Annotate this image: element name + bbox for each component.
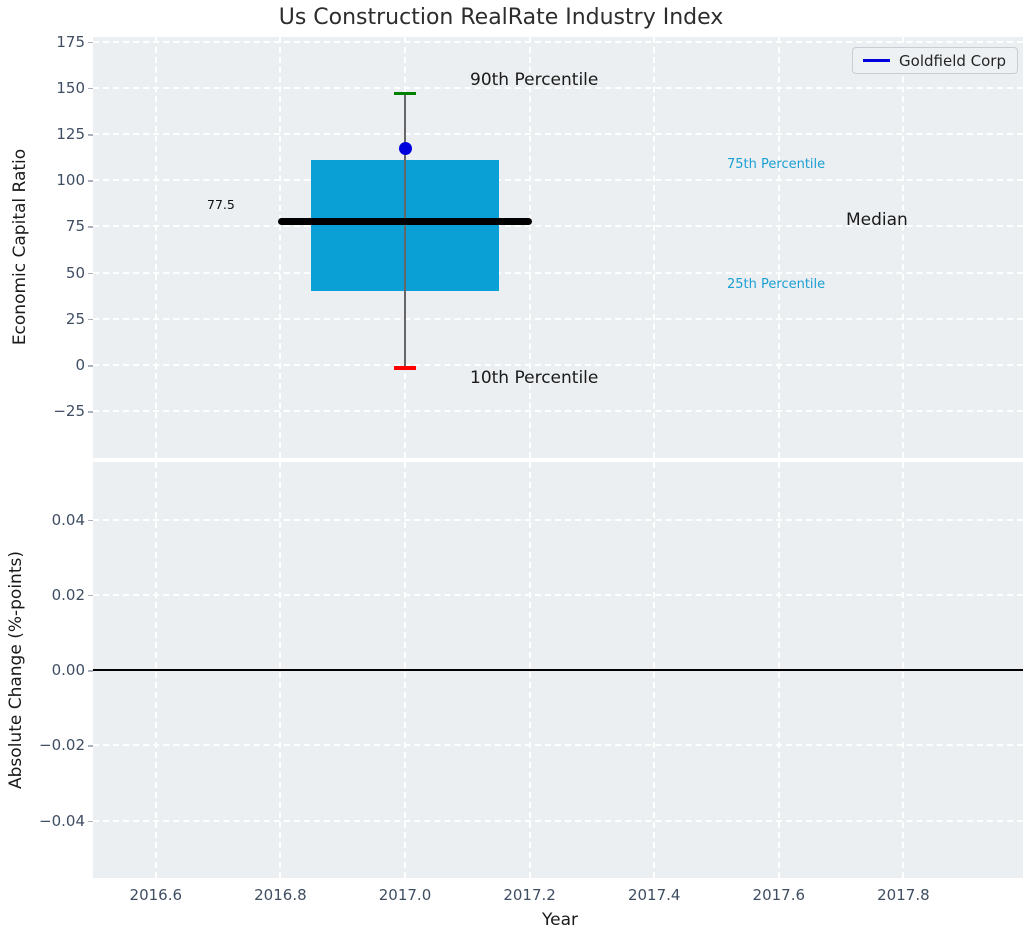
y-tick-mark: [88, 41, 93, 44]
y-tick-mark: [88, 820, 93, 822]
y-tick-label: 0: [75, 356, 85, 374]
y-tick-label: 0.04: [51, 510, 85, 529]
x-tick-label: 2017.0: [378, 886, 432, 904]
gridline-vertical: [154, 37, 157, 458]
y-tick-mark: [88, 87, 93, 90]
y-axis-label-bottom: Absolute Change (%-points): [6, 551, 26, 789]
whisker-line: [404, 93, 406, 368]
x-axis-label: Year: [542, 910, 578, 930]
y-tick-label: −0.02: [39, 736, 85, 755]
annotation-median-value: 77.5: [207, 197, 235, 212]
x-tick-label: 2016.6: [129, 886, 183, 904]
y-tick-mark: [88, 272, 93, 275]
annotation-median: Median: [846, 210, 908, 230]
gridline-vertical: [777, 37, 780, 458]
y-tick-label: −0.04: [39, 811, 85, 830]
y-tick-label: 0.00: [51, 661, 85, 679]
y-tick-mark: [88, 180, 93, 182]
y-tick-mark: [88, 594, 93, 597]
bottom-panel-absolute-change: [93, 462, 1023, 878]
gridline-horizontal: [93, 40, 1023, 43]
gridline-horizontal: [93, 86, 1023, 89]
y-tick-label: 0.02: [51, 585, 85, 604]
y-tick-label: 125: [56, 125, 85, 144]
y-tick-label: −25: [53, 402, 85, 421]
y-tick-mark: [88, 134, 93, 136]
y-tick-mark: [88, 670, 93, 672]
gridline-horizontal: [93, 179, 1023, 182]
y-tick-mark: [88, 318, 93, 321]
y-tick-label: 50: [65, 263, 85, 282]
company-marker-dot: [398, 142, 412, 156]
y-tick-mark: [88, 745, 93, 747]
y-tick-mark: [88, 519, 93, 521]
gridline-horizontal: [93, 593, 1023, 596]
legend-box: Goldfield Corp: [852, 47, 1018, 74]
annotation-75th-percentile: 75th Percentile: [727, 157, 826, 172]
legend-line-sample: [863, 59, 891, 62]
x-tick-label: 2017.8: [877, 886, 930, 904]
y-axis-label-top: Economic Capital Ratio: [10, 148, 30, 346]
top-panel-economic-capital-ratio: 90th Percentile 10th Percentile 75th Per…: [93, 37, 1023, 458]
gridline-vertical: [653, 37, 656, 458]
y-tick-label: 150: [56, 78, 85, 97]
gridline-horizontal: [93, 225, 1023, 228]
gridline-horizontal: [93, 410, 1023, 413]
y-tick-mark: [88, 365, 93, 367]
annotation-90th-percentile: 90th Percentile: [470, 70, 599, 90]
gridline-horizontal: [93, 819, 1023, 822]
y-tick-label: 175: [56, 32, 85, 51]
gridline-horizontal: [93, 518, 1023, 521]
zero-baseline: [93, 669, 1023, 671]
median-line: [278, 218, 532, 226]
gridline-horizontal: [93, 271, 1023, 274]
gridline-vertical: [528, 37, 531, 458]
x-tick-label: 2017.2: [503, 886, 556, 904]
y-tick-label: 25: [65, 309, 85, 328]
x-tick-label: 2017.4: [627, 886, 681, 904]
p10-whisker-cap: [394, 366, 416, 370]
x-tick-label: 2017.6: [752, 886, 806, 904]
gridline-horizontal: [93, 317, 1023, 320]
annotation-25th-percentile: 25th Percentile: [727, 277, 826, 292]
y-tick-label: 75: [65, 217, 85, 236]
p90-whisker-cap: [394, 91, 416, 96]
legend-label: Goldfield Corp: [899, 51, 1006, 70]
gridline-vertical: [279, 37, 282, 458]
annotation-10th-percentile: 10th Percentile: [470, 368, 599, 388]
gridline-horizontal: [93, 744, 1023, 747]
x-tick-label: 2016.8: [254, 886, 307, 904]
gridline-vertical: [902, 37, 905, 458]
gridline-horizontal: [93, 133, 1023, 136]
y-tick-mark: [88, 226, 93, 228]
y-tick-mark: [88, 411, 93, 413]
chart-title: Us Construction RealRate Industry Index: [278, 5, 724, 30]
gridline-horizontal: [93, 364, 1023, 366]
y-tick-label: 100: [56, 171, 85, 190]
